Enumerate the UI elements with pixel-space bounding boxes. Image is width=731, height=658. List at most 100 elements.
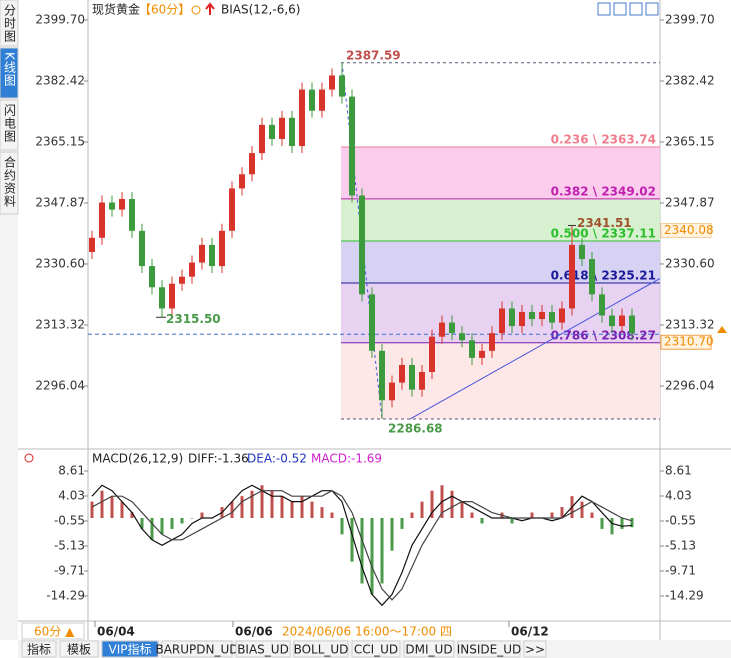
bottom-tab-label[interactable]: BARUPDN_UD <box>155 643 238 657</box>
current-price-label: 2310.70 <box>664 335 714 349</box>
low-label: 2286.68 <box>388 422 443 436</box>
candle-body <box>449 322 455 334</box>
tool-button[interactable] <box>629 2 643 16</box>
macd-title: MACD(26,12,9) <box>92 452 183 466</box>
fib-label: 0.618 \ 2325.21 <box>551 269 656 283</box>
macd-bar <box>90 501 94 518</box>
macd-bar <box>430 490 434 518</box>
macd-bar <box>240 496 244 518</box>
sidebar-tab[interactable] <box>0 0 19 47</box>
fib-label: 0.500 \ 2337.11 <box>551 226 656 240</box>
toolbar <box>597 2 659 16</box>
sidebar-tab[interactable] <box>0 47 19 99</box>
candle-body <box>599 294 605 316</box>
macd-bar <box>350 517 354 562</box>
candle-body <box>269 124 275 139</box>
fib-band <box>341 146 660 199</box>
period-button-label[interactable]: 60分 ▲ <box>34 625 75 639</box>
y-tick-label: -9.71 <box>54 563 85 577</box>
trendline <box>409 278 661 420</box>
sidebar-tab-label[interactable]: 分时图 <box>3 4 17 43</box>
macd-bar <box>100 490 104 518</box>
tool-button[interactable] <box>597 2 611 16</box>
candle-body <box>589 259 595 295</box>
macd-bar <box>330 512 334 518</box>
bottom-tab-label[interactable]: >> <box>525 643 545 657</box>
candle-body <box>369 294 375 351</box>
candle-body <box>459 333 465 341</box>
bottom-tab[interactable] <box>161 640 233 658</box>
macd-bar <box>460 501 464 518</box>
y-tick-label: 2313.32 <box>35 317 85 331</box>
bottom-tab-label[interactable]: INSIDE_UD <box>457 643 522 657</box>
bottom-tab-label[interactable]: 指标 <box>27 642 51 657</box>
bottom-tab[interactable] <box>59 640 99 658</box>
bottom-tab-label[interactable]: CCI_UD <box>354 643 398 657</box>
macd-bar <box>550 512 554 518</box>
bottom-tab-label[interactable]: BIAS_UD <box>237 643 289 657</box>
bottom-tab[interactable] <box>351 640 401 658</box>
swing-high-label: 2341.51 <box>577 216 632 230</box>
candle-body <box>479 350 485 358</box>
macd-bar <box>320 507 324 518</box>
candle-body <box>329 75 335 90</box>
settings-icon[interactable] <box>24 453 34 463</box>
candle-body <box>229 188 235 231</box>
candle-body <box>279 117 285 139</box>
macd-readout: DEA:-0.52 <box>247 452 307 466</box>
y-tick-label: 8.61 <box>665 464 692 478</box>
macd-bar <box>130 512 134 518</box>
macd-bar <box>370 517 374 595</box>
candle-body <box>559 308 565 323</box>
macd-bar <box>120 501 124 518</box>
marker-price-label: 2340.08 <box>664 223 714 237</box>
macd-readout: MACD:-1.69 <box>311 452 382 466</box>
indicator: BIAS(12,-6,6) <box>221 3 300 17</box>
fib-band <box>341 198 660 241</box>
sidebar-tab-label[interactable]: K线图 <box>3 52 17 87</box>
y-tick-label: 2399.70 <box>35 13 85 27</box>
arrow-icon <box>205 2 215 15</box>
add-icon[interactable] <box>191 5 201 15</box>
y-tick-label: 2296.04 <box>665 378 715 392</box>
macd-bar <box>340 517 344 535</box>
y-tick-label: 2347.87 <box>35 195 85 209</box>
bottom-tab-label[interactable]: 模板 <box>67 643 91 657</box>
y-tick-label: 2382.42 <box>35 74 85 88</box>
y-tick-label: -5.13 <box>54 538 85 552</box>
bottom-tab[interactable] <box>101 640 159 658</box>
bottom-tab[interactable] <box>21 640 57 658</box>
tool-button[interactable] <box>645 2 659 16</box>
period-button[interactable] <box>21 622 85 640</box>
sidebar-tab-label[interactable]: 闪电图 <box>3 104 17 143</box>
y-tick-label: 4.03 <box>665 489 692 503</box>
candle-body <box>189 262 195 277</box>
macd-bar <box>310 501 314 518</box>
bottom-tab[interactable] <box>457 640 521 658</box>
sidebar-tab[interactable] <box>0 151 19 215</box>
candle-body <box>219 230 225 267</box>
y-tick-label: 2347.87 <box>665 195 715 209</box>
bottom-tab[interactable] <box>523 640 547 658</box>
current-price-box <box>660 334 712 350</box>
macd-bar <box>590 512 594 518</box>
candle-body <box>379 350 385 401</box>
candle-body <box>579 244 585 260</box>
y-tick-label: -0.55 <box>54 513 85 527</box>
bottom-tab[interactable] <box>235 640 291 658</box>
y-tick-label: -9.71 <box>665 563 696 577</box>
bottom-tab-label[interactable]: BOLL_UD <box>294 643 349 657</box>
y-tick-label: -14.29 <box>665 588 704 602</box>
bottom-tab-label[interactable]: VIP指标 <box>109 642 152 657</box>
bottom-tab-label[interactable]: DMI_UD <box>405 643 452 657</box>
sidebar-tab[interactable] <box>0 99 19 151</box>
y-tick-label: -0.55 <box>665 513 696 527</box>
tool-button[interactable] <box>613 2 627 16</box>
macd-line <box>91 490 633 601</box>
bottom-tab[interactable] <box>293 640 349 658</box>
sidebar-tab-label[interactable]: 合约资料 <box>3 155 17 208</box>
macd-bar <box>260 485 264 518</box>
bottom-tab[interactable] <box>403 640 455 658</box>
candle-body <box>499 308 505 334</box>
candle-body <box>289 117 295 147</box>
